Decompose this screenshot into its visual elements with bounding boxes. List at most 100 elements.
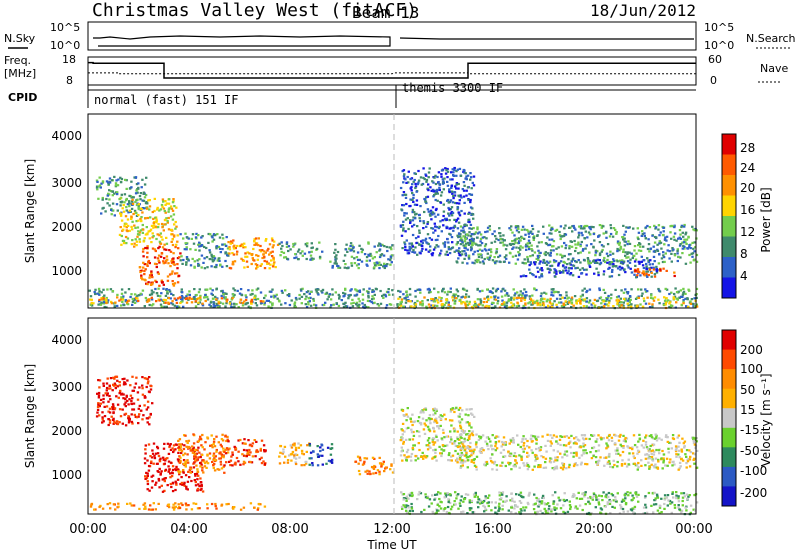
power-cell — [105, 180, 109, 183]
velocity-cell — [653, 450, 656, 453]
velocity-cell — [512, 438, 515, 442]
power-cell — [317, 293, 320, 296]
velocity-echo-region-7 — [399, 406, 476, 462]
velocity-cell — [495, 468, 499, 471]
power-cell — [283, 256, 286, 259]
power-cell — [216, 306, 220, 309]
velocity-cell — [182, 447, 186, 451]
power-cell — [437, 171, 441, 174]
velocity-cell — [215, 448, 218, 452]
power-cell — [641, 292, 644, 295]
velocity-cell — [206, 453, 209, 456]
velocity-cell — [692, 441, 696, 444]
power-cell — [144, 193, 148, 197]
velocity-cell — [403, 454, 406, 457]
power-cell — [576, 299, 580, 302]
power-cell — [608, 235, 612, 238]
power-cell — [331, 266, 334, 269]
power-cell — [455, 187, 458, 190]
power-cell — [331, 264, 334, 268]
power-cell — [563, 266, 567, 269]
power-cell — [368, 254, 371, 257]
velocity-cell — [135, 416, 139, 419]
velocity-cell — [470, 454, 473, 457]
velocity-cell — [467, 459, 470, 462]
velocity-cell — [102, 382, 105, 385]
power-cell — [358, 244, 361, 247]
velocity-cell — [435, 435, 438, 438]
velocity-cell — [582, 445, 585, 448]
velocity-cell — [553, 466, 557, 469]
velocity-cell — [319, 454, 322, 457]
velocity-cell — [563, 453, 566, 456]
power-cell — [476, 288, 479, 291]
power-cell — [688, 253, 691, 257]
power-cell — [308, 292, 311, 295]
power-cell — [160, 203, 164, 207]
velocity-cell — [201, 453, 204, 456]
power-cell — [388, 246, 391, 249]
velocity-cell — [193, 448, 196, 451]
velocity-cell — [692, 452, 695, 455]
power-cell — [406, 249, 409, 252]
velocity-cell — [417, 442, 420, 445]
power-cell — [165, 305, 168, 308]
power-cell — [136, 188, 139, 191]
power-cell — [224, 259, 227, 263]
velocity-cell — [653, 466, 656, 469]
power-cell — [686, 298, 689, 301]
power-cell — [476, 226, 479, 229]
power-cell — [417, 214, 421, 217]
power-cell — [413, 172, 416, 175]
velocity-cell — [303, 464, 306, 467]
power-cell — [462, 195, 466, 198]
power-cell — [476, 228, 479, 231]
power-cell — [349, 242, 353, 245]
power-cell — [164, 211, 167, 214]
power-cell — [520, 299, 523, 302]
velocity-cell — [516, 434, 519, 437]
power-cell — [373, 266, 376, 269]
power-cell — [679, 295, 683, 298]
power-cell — [141, 289, 145, 292]
power-cell — [170, 260, 173, 263]
power-cell — [678, 236, 681, 239]
power-cell — [608, 263, 611, 266]
power-cell — [407, 300, 410, 303]
power-cell — [648, 263, 651, 266]
power-cell — [221, 265, 224, 268]
velocity-cell — [465, 456, 469, 459]
velocity-cell — [501, 440, 504, 444]
power-cell — [449, 208, 452, 211]
velocity-cell — [592, 434, 596, 437]
velocity-cell — [330, 447, 334, 450]
velocity-cell — [428, 445, 431, 448]
velocity-cell — [97, 402, 100, 405]
velocity-cell — [412, 430, 415, 434]
power-cell — [145, 176, 148, 179]
power-cell — [164, 261, 167, 264]
power-cell — [405, 181, 408, 184]
power-cell — [643, 299, 646, 303]
power-cell — [172, 261, 175, 264]
power-cell — [466, 262, 469, 265]
power-cell — [150, 224, 154, 227]
power-cell — [172, 284, 176, 287]
power-cell — [607, 294, 610, 298]
power-cell — [470, 176, 473, 179]
power-cell — [602, 259, 605, 262]
power-cell — [446, 184, 450, 187]
velocity-cell — [213, 462, 216, 465]
power-cell — [266, 262, 269, 265]
power-cell — [473, 300, 477, 303]
power-cell — [622, 248, 625, 251]
velocity-cell — [582, 452, 585, 455]
power-cell — [106, 288, 109, 291]
velocity-cell — [299, 444, 303, 447]
power-cell — [171, 233, 174, 236]
power-cell — [190, 237, 193, 240]
power-cell — [570, 296, 574, 299]
power-cell — [203, 296, 207, 299]
velocity-cell — [220, 438, 224, 441]
